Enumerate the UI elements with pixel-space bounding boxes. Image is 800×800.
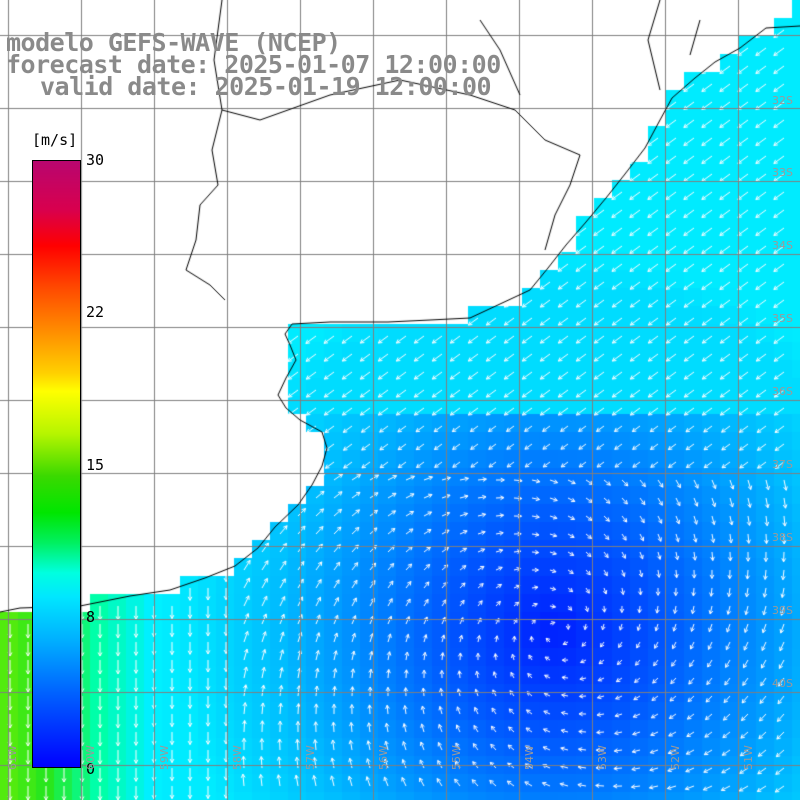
lat-label-34s: 34S xyxy=(772,239,793,252)
lat-label-37s: 37S xyxy=(772,458,793,471)
lon-label-51w: 51W xyxy=(742,745,755,770)
title-valid-date: valid date: 2025-01-19 12:00:00 xyxy=(40,72,492,101)
lon-label-53w: 53W xyxy=(596,745,609,770)
lat-label-39s: 39S xyxy=(772,604,793,617)
colorbar-tick-15: 15 xyxy=(86,456,105,474)
colorbar-tick-8: 8 xyxy=(86,608,96,626)
colorbar-tick-30: 30 xyxy=(86,151,105,169)
lat-label-33s: 33S xyxy=(772,166,793,179)
colorbar-tick-22: 22 xyxy=(86,303,105,321)
lon-label-58w: 58W xyxy=(231,745,244,770)
lat-label-38s: 38S xyxy=(772,531,793,544)
lon-label-57w: 57W xyxy=(304,745,317,770)
lon-label-52w: 52W xyxy=(669,745,682,770)
lon-label-59w: 59W xyxy=(158,745,171,770)
lon-label-60w: 60W xyxy=(84,745,97,770)
lon-label-55w: 55W xyxy=(450,745,463,770)
colorbar-tick-0: 0 xyxy=(86,760,96,778)
title-model: modelo GEFS-WAVE (NCEP) xyxy=(6,28,341,57)
lat-label-36s: 36S xyxy=(772,385,793,398)
lat-label-40s: 40S xyxy=(772,677,793,690)
lon-label-54w: 54W xyxy=(523,745,536,770)
colorbar xyxy=(32,160,81,768)
lon-label-61w: 61W xyxy=(6,745,19,770)
lat-label-32s: 32S xyxy=(772,94,793,107)
lon-label-56w: 56W xyxy=(377,745,390,770)
title-forecast-date: forecast date: 2025-01-07 12:00:00 xyxy=(6,50,501,79)
colorbar-unit: [m/s] xyxy=(32,131,78,149)
lat-label-35s: 35S xyxy=(772,312,793,325)
